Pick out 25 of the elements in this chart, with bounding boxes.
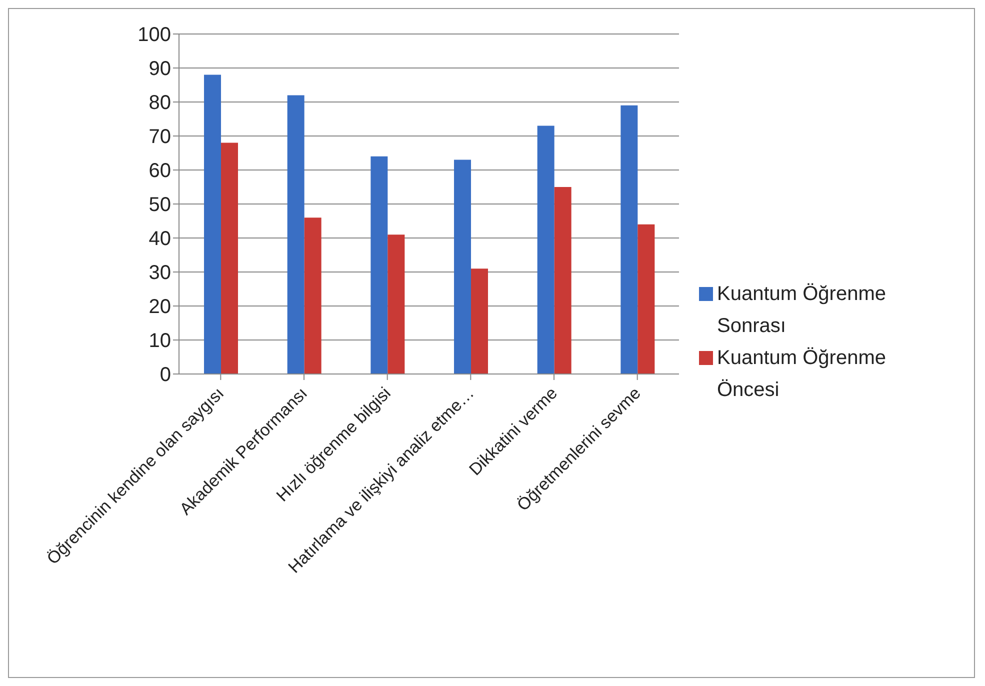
- bar: [554, 187, 572, 374]
- y-tick-label: 20: [148, 296, 171, 318]
- y-tick-label: 100: [138, 24, 171, 46]
- legend-label: Kuantum Öğrenme Öncesi: [717, 346, 887, 402]
- bar: [638, 224, 655, 374]
- bar: [537, 126, 554, 374]
- y-tick-label: 80: [148, 92, 171, 114]
- bar: [471, 268, 488, 374]
- bar: [388, 234, 405, 374]
- bar: [370, 156, 388, 374]
- bar: [287, 95, 304, 374]
- y-tick-label: 60: [148, 160, 171, 182]
- y-tick-label: 90: [148, 58, 171, 80]
- bar: [204, 74, 221, 374]
- bar: [620, 105, 638, 374]
- bar: [221, 142, 238, 374]
- bar: [304, 218, 322, 374]
- y-tick-label: 0: [160, 364, 171, 386]
- y-tick-label: 40: [148, 228, 171, 250]
- y-tick-label: 70: [148, 126, 171, 148]
- y-tick-label: 50: [148, 194, 171, 216]
- bar: [454, 160, 471, 374]
- y-tick-label: 30: [148, 262, 171, 284]
- y-tick-label: 10: [148, 330, 171, 352]
- legend-label: Kuantum Öğrenme Sonrası: [717, 282, 887, 338]
